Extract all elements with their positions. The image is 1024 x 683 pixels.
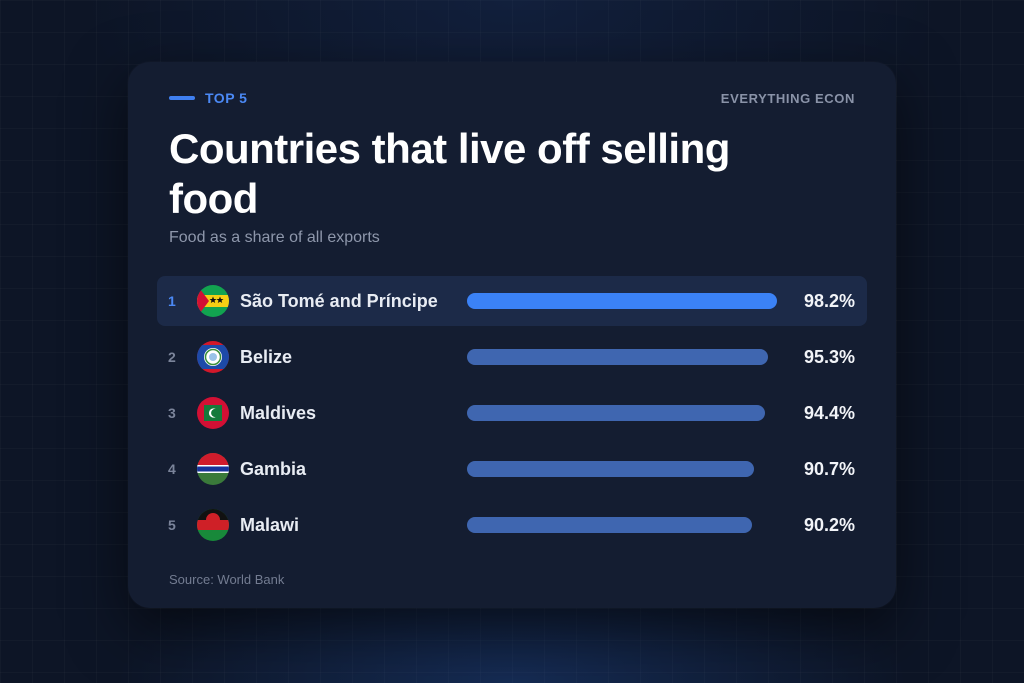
rank-number: 3 xyxy=(168,405,176,421)
bar-row: 3 Maldives 94.4% xyxy=(157,388,867,438)
value-label: 90.7% xyxy=(803,459,855,479)
malawi-flag-icon xyxy=(197,509,229,541)
gambia-flag-icon xyxy=(197,453,229,485)
brand-label: EVERYTHING ECON xyxy=(720,91,855,106)
bar xyxy=(467,293,777,309)
value-label: 95.3% xyxy=(803,347,855,367)
country-label: Malawi xyxy=(240,515,300,535)
sao-tome-flag-icon xyxy=(197,285,229,317)
bar-row: 4 Gambia 90.7% xyxy=(157,444,867,494)
country-label: Gambia xyxy=(240,459,307,479)
bar xyxy=(467,461,754,477)
country-label: Maldives xyxy=(240,403,317,423)
bar xyxy=(467,405,765,421)
chart-card: TOP 5 EVERYTHING ECON Countries that liv… xyxy=(128,62,896,608)
bar xyxy=(467,517,752,533)
chart-subtitle: Food as a share of all exports xyxy=(169,229,380,246)
eyebrow: TOP 5 xyxy=(169,90,247,106)
bar-row: 2 Belize 95.3% xyxy=(157,332,867,382)
rank-number: 1 xyxy=(168,293,176,309)
bar-track xyxy=(467,349,787,365)
belize-flag-icon xyxy=(197,341,229,373)
accent-dash xyxy=(169,96,195,100)
eyebrow-label: TOP 5 xyxy=(205,90,248,106)
value-label: 94.4% xyxy=(803,403,855,423)
country-label: São Tomé and Príncipe xyxy=(240,291,438,311)
chart-title: Countries that live off selling food xyxy=(169,125,730,222)
bar-rows: 1 São Tomé and Príncipe 98.2% 2 Belize 95.3% 3… xyxy=(157,276,867,556)
bar-track xyxy=(467,405,787,421)
bar-track xyxy=(467,461,787,477)
bar-track xyxy=(467,517,787,533)
value-label: 98.2% xyxy=(803,291,855,311)
source-note: Source: World Bank xyxy=(169,572,285,587)
country-label: Belize xyxy=(240,347,293,367)
bar xyxy=(467,349,768,365)
rank-number: 5 xyxy=(168,517,176,533)
bar-track xyxy=(467,293,787,309)
bar-row: 1 São Tomé and Príncipe 98.2% xyxy=(157,276,867,326)
value-label: 90.2% xyxy=(803,515,855,535)
maldives-flag-icon xyxy=(197,397,229,429)
bar-row: 5 Malawi 90.2% xyxy=(157,500,867,550)
rank-number: 4 xyxy=(168,461,176,477)
rank-number: 2 xyxy=(168,349,176,365)
